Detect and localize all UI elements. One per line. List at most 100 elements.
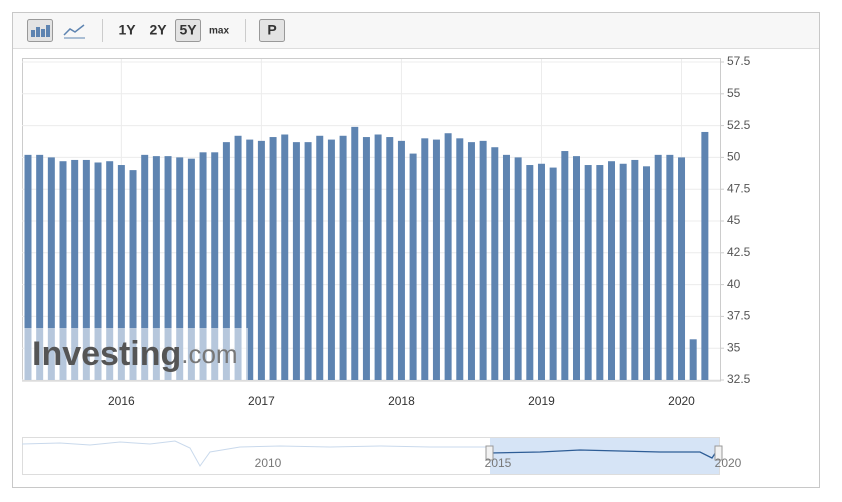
y-tick-label: 52.5 (727, 118, 751, 132)
y-tick-label: 40 (727, 277, 741, 291)
icon (36, 27, 40, 37)
active-range-frame (175, 19, 201, 42)
range-button[interactable]: 5Y (179, 22, 197, 38)
bar (24, 154, 32, 380)
watermark-brand: Investing (32, 335, 181, 373)
bar (199, 152, 207, 380)
bar (409, 153, 417, 380)
x-tick-label: 2017 (248, 394, 275, 408)
bar (152, 156, 160, 380)
watermark: Investing.com (24, 328, 248, 380)
navigator-handle[interactable] (485, 445, 494, 461)
x-tick-label: 2016 (108, 394, 135, 408)
bar (351, 126, 359, 380)
line-chart-button[interactable] (63, 24, 85, 39)
y-tick-label: 37.5 (727, 309, 751, 323)
bar (526, 165, 534, 380)
bar (701, 131, 709, 380)
icon (41, 29, 45, 37)
bar (47, 157, 55, 380)
icon (46, 25, 50, 37)
range-button[interactable]: 1Y (118, 22, 136, 38)
bar (561, 151, 569, 380)
bar (59, 161, 67, 380)
bar (71, 159, 79, 380)
y-tick-label: 55 (727, 86, 741, 100)
bar (631, 159, 639, 380)
plot-area: 32.5 35 37.5 40 42.5 45 47.5 50 52.5 55 57.5 2016 20… (22, 54, 751, 408)
bar (106, 161, 114, 380)
navigator-handle[interactable] (714, 445, 723, 461)
y-tick-label: 35 (727, 340, 741, 354)
toolbar (13, 13, 819, 48)
bar (537, 163, 545, 380)
y-tick-label: 50 (727, 150, 741, 164)
bar (211, 152, 219, 380)
bar (666, 154, 674, 380)
bar (549, 167, 557, 380)
watermark-brand: Investing.com (32, 335, 238, 373)
bar (374, 134, 382, 380)
bar (117, 165, 125, 380)
bar (94, 162, 102, 380)
watermark-bg (24, 328, 248, 380)
bar (129, 170, 137, 380)
bar (514, 157, 522, 380)
bar (246, 139, 254, 380)
bar (187, 158, 195, 380)
bar (432, 139, 440, 380)
x-tick-label: 2019 (528, 394, 555, 408)
bar (82, 159, 90, 380)
bar (444, 133, 452, 380)
navigator-line (21, 440, 490, 467)
pattern-button-frame (259, 19, 285, 42)
pattern-button[interactable]: P (267, 22, 276, 38)
bar (654, 154, 662, 380)
bar (304, 142, 312, 380)
y-tick-label: 57.5 (727, 54, 751, 68)
bar (479, 140, 487, 380)
range-button[interactable]: max (209, 26, 229, 37)
bar (502, 154, 510, 380)
y-tick-label: 32.5 (727, 372, 751, 386)
bar-chart-button[interactable] (27, 19, 53, 42)
bar (572, 156, 580, 380)
bar (596, 165, 604, 380)
bar (257, 140, 265, 380)
bar (678, 157, 686, 380)
y-tick-label: 42.5 (727, 245, 751, 259)
bar (281, 134, 289, 380)
bar (141, 154, 149, 380)
navigator-label: 2010 (255, 456, 282, 470)
bar (292, 142, 300, 380)
icon (31, 30, 35, 37)
bar (234, 135, 242, 380)
bar (456, 138, 464, 380)
navigator-selection (490, 438, 719, 474)
plot-frame (22, 58, 721, 382)
bar (619, 163, 627, 380)
bar (643, 166, 651, 380)
bar (362, 137, 370, 380)
icon (63, 24, 85, 36)
bar (386, 137, 394, 380)
bar (222, 142, 230, 380)
bar (327, 139, 335, 380)
navigator-label: 2020 (715, 456, 742, 470)
bar (689, 339, 697, 380)
bar (316, 135, 324, 380)
bar (491, 147, 499, 380)
bar (339, 135, 347, 380)
x-tick-label: 2018 (388, 394, 415, 408)
bar (269, 137, 277, 380)
range-button[interactable]: 2Y (149, 22, 167, 38)
bar (608, 161, 615, 380)
watermark-suffix: .com (181, 339, 237, 369)
bar (421, 138, 429, 380)
bar (397, 140, 405, 380)
navigator-label: 2015 (485, 456, 512, 470)
bar (467, 142, 475, 380)
bar (584, 165, 592, 380)
navigator[interactable]: 2010 2015 2020 (21, 437, 742, 475)
